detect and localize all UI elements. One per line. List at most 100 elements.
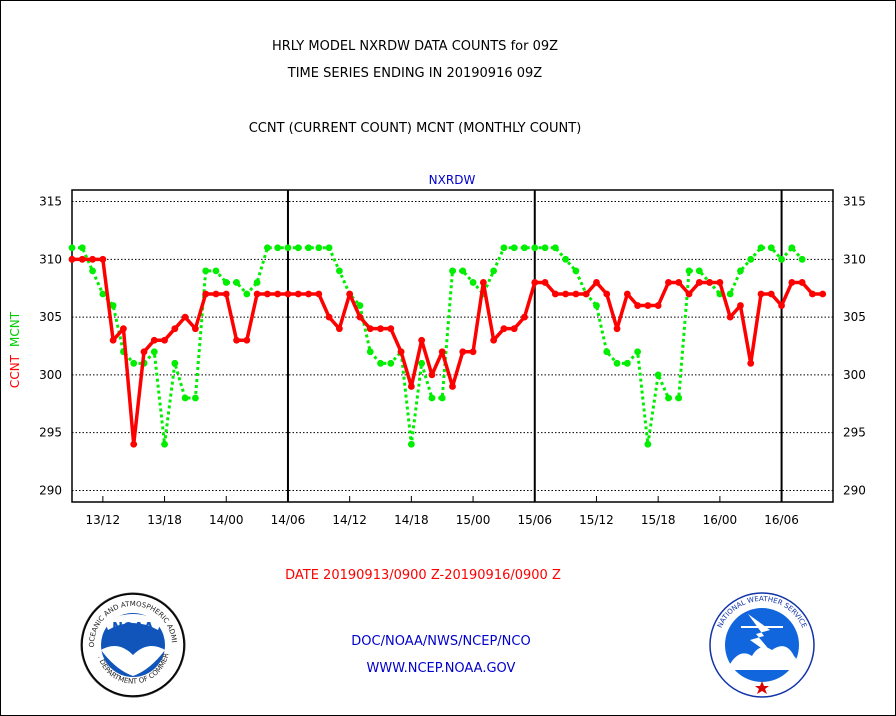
data-point-mcnt bbox=[778, 255, 785, 263]
data-point-mcnt bbox=[654, 371, 662, 379]
data-point-ccnt bbox=[510, 325, 518, 333]
data-point-mcnt bbox=[593, 302, 600, 309]
x-tick-label: 14/00 bbox=[209, 513, 244, 527]
data-point-ccnt bbox=[407, 383, 415, 390]
data-point-ccnt bbox=[212, 290, 220, 298]
y-tick-label-right: 300 bbox=[843, 368, 866, 382]
data-point-ccnt bbox=[150, 336, 158, 344]
data-point-mcnt bbox=[531, 244, 539, 252]
data-point-ccnt bbox=[109, 336, 117, 344]
data-point-mcnt bbox=[510, 244, 518, 252]
data-point-mcnt bbox=[222, 279, 230, 286]
data-point-ccnt bbox=[490, 336, 498, 344]
data-point-ccnt bbox=[737, 302, 744, 309]
y-tick-label-right: 310 bbox=[843, 252, 866, 266]
data-point-mcnt bbox=[685, 267, 693, 275]
y-tick-label-left: 310 bbox=[39, 252, 62, 266]
data-point-mcnt bbox=[541, 244, 549, 252]
y-tick-label-right: 305 bbox=[843, 310, 866, 324]
data-point-ccnt bbox=[428, 371, 436, 379]
x-tick-label: 15/12 bbox=[579, 513, 614, 527]
y-axis-label: CCNT MCNT bbox=[8, 311, 22, 388]
y-axis-label-mcnt: MCNT bbox=[8, 311, 22, 347]
data-point-ccnt bbox=[819, 290, 827, 298]
data-point-ccnt bbox=[675, 279, 683, 286]
data-point-mcnt bbox=[263, 244, 271, 252]
data-point-mcnt bbox=[305, 244, 312, 252]
data-point-mcnt bbox=[459, 267, 467, 275]
data-point-mcnt bbox=[130, 359, 138, 367]
nws-logo: NATIONAL WEATHER SERVICE bbox=[709, 592, 815, 698]
data-point-mcnt bbox=[387, 359, 395, 367]
data-point-mcnt bbox=[325, 244, 333, 252]
org-label: DOC/NOAA/NWS/NCEP/NCO bbox=[351, 634, 530, 649]
data-point-mcnt bbox=[418, 359, 426, 367]
data-point-ccnt bbox=[613, 325, 621, 333]
y-tick-label-left: 300 bbox=[39, 368, 62, 382]
data-point-ccnt bbox=[377, 325, 384, 333]
data-point-mcnt bbox=[109, 302, 117, 309]
data-point-mcnt bbox=[428, 394, 436, 402]
data-point-mcnt bbox=[603, 348, 611, 356]
data-point-ccnt bbox=[263, 290, 271, 298]
plot-frame bbox=[71, 189, 834, 503]
data-point-mcnt bbox=[89, 267, 96, 275]
data-point-mcnt bbox=[161, 440, 168, 448]
data-point-ccnt bbox=[315, 290, 323, 298]
noaa-logo: NOAA NATIONAL OCEANIC AND ATMOSPHERIC AD… bbox=[0, 0, 186, 698]
data-point-ccnt bbox=[438, 348, 446, 356]
x-tick-label: 15/00 bbox=[456, 513, 491, 527]
y-tick-label-left: 290 bbox=[39, 483, 62, 497]
data-point-mcnt bbox=[613, 359, 621, 367]
data-point-ccnt bbox=[140, 348, 148, 356]
data-point-mcnt bbox=[315, 244, 323, 252]
data-point-ccnt bbox=[778, 302, 785, 309]
panel-label: NXRDW bbox=[429, 173, 476, 187]
data-point-ccnt bbox=[562, 290, 570, 298]
data-point-ccnt bbox=[798, 279, 806, 286]
data-point-ccnt bbox=[593, 279, 600, 286]
data-point-mcnt bbox=[68, 244, 76, 252]
y-axis-label-ccnt: CCNT bbox=[8, 354, 22, 388]
data-point-ccnt bbox=[305, 290, 312, 298]
data-point-mcnt bbox=[192, 394, 199, 402]
data-point-ccnt bbox=[459, 348, 467, 356]
x-tick-label: 14/12 bbox=[332, 513, 367, 527]
data-point-ccnt bbox=[767, 290, 775, 298]
data-point-ccnt bbox=[284, 290, 292, 298]
data-point-ccnt bbox=[500, 325, 508, 333]
data-point-ccnt bbox=[130, 440, 138, 448]
data-point-ccnt bbox=[726, 313, 734, 321]
data-point-ccnt bbox=[418, 336, 426, 344]
x-tick-label: 13/18 bbox=[147, 513, 182, 527]
data-point-ccnt bbox=[716, 279, 724, 286]
data-point-mcnt bbox=[572, 267, 580, 275]
chart-title-line2: TIME SERIES ENDING IN 20190916 09Z bbox=[287, 66, 543, 81]
data-point-mcnt bbox=[747, 255, 755, 263]
data-point-ccnt bbox=[120, 325, 127, 333]
data-point-ccnt bbox=[469, 348, 477, 356]
series-layer bbox=[68, 244, 827, 448]
date-range-label: DATE 20190913/0900 Z-20190916/0900 Z bbox=[285, 568, 561, 583]
data-point-mcnt bbox=[99, 290, 107, 298]
data-point-mcnt bbox=[253, 279, 261, 286]
data-point-ccnt bbox=[366, 325, 374, 333]
website-link[interactable]: WWW.NCEP.NOAA.GOV bbox=[367, 661, 516, 676]
data-point-mcnt bbox=[356, 302, 364, 309]
data-point-ccnt bbox=[541, 279, 549, 286]
x-tick-label: 14/18 bbox=[394, 513, 429, 527]
data-point-ccnt bbox=[809, 290, 816, 298]
data-point-ccnt bbox=[243, 336, 251, 344]
data-point-mcnt bbox=[726, 290, 734, 298]
data-point-ccnt bbox=[356, 313, 364, 321]
noaa-logo-label: NOAA bbox=[112, 621, 154, 636]
data-point-mcnt bbox=[294, 244, 302, 252]
data-point-mcnt bbox=[469, 279, 477, 286]
x-tick-label: 16/06 bbox=[764, 513, 799, 527]
data-point-ccnt bbox=[325, 313, 333, 321]
data-point-ccnt bbox=[623, 290, 631, 298]
y-tick-labels-left: 290 295 300 305 310 315 bbox=[39, 195, 62, 498]
data-point-mcnt bbox=[757, 244, 765, 252]
data-point-mcnt bbox=[377, 359, 384, 367]
